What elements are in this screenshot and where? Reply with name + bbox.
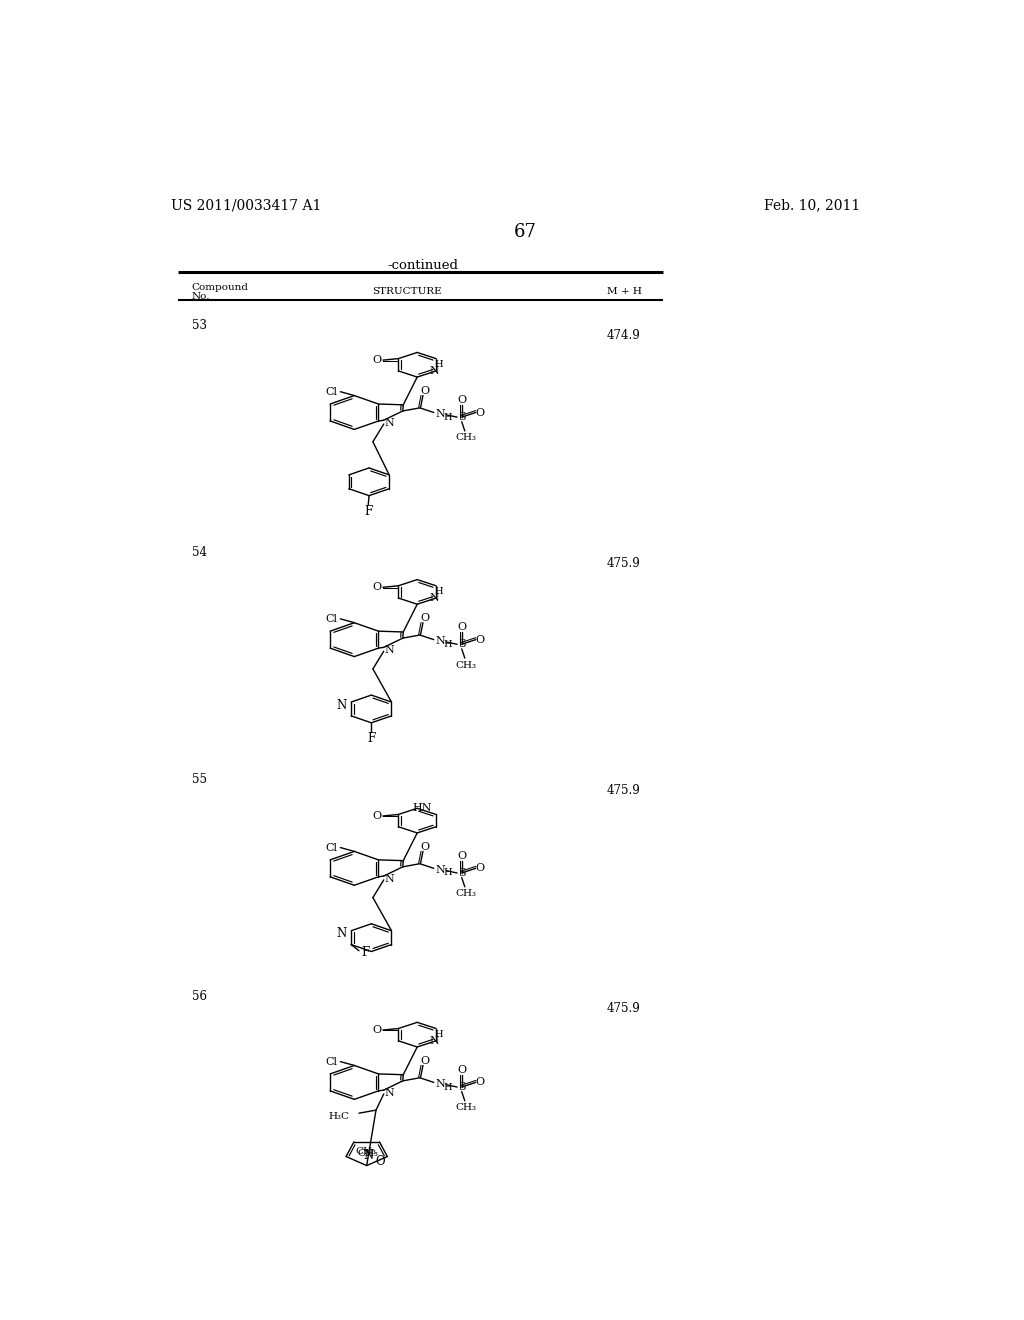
Text: 56: 56 [191,990,207,1003]
Text: N: N [430,1036,439,1045]
Text: M + H: M + H [607,286,642,296]
Text: 53: 53 [191,318,207,331]
Text: O: O [372,355,381,366]
Text: O: O [457,395,466,405]
Text: N: N [384,1088,394,1098]
Text: O: O [421,612,430,623]
Text: S: S [458,1082,466,1092]
Text: O: O [476,635,485,644]
Text: 474.9: 474.9 [607,330,641,342]
Text: 67: 67 [513,223,537,242]
Text: 54: 54 [191,545,207,558]
Text: O: O [372,582,381,593]
Text: F: F [361,945,370,958]
Text: F: F [368,731,376,744]
Text: O: O [421,842,430,851]
Text: Cl: Cl [325,614,337,624]
Text: N: N [364,1150,374,1162]
Text: F: F [365,504,373,517]
Text: O: O [372,1026,381,1035]
Text: H₃C: H₃C [329,1111,349,1121]
Text: Cl: Cl [325,1056,337,1067]
Text: N: N [435,636,444,647]
Text: Compound: Compound [191,284,249,292]
Text: N: N [384,645,394,656]
Text: Cl: Cl [325,842,337,853]
Text: N: N [337,698,347,711]
Text: CH₃: CH₃ [356,1147,377,1155]
Text: CH₃: CH₃ [456,1104,477,1113]
Text: H: H [443,413,452,421]
Text: O: O [421,385,430,396]
Text: CH₃: CH₃ [456,433,477,442]
Text: O: O [457,851,466,861]
Text: Cl: Cl [325,387,337,397]
Text: O: O [457,622,466,632]
Text: CH₃: CH₃ [456,660,477,669]
Text: S: S [458,412,466,422]
Text: 55: 55 [191,774,207,785]
Text: N: N [430,366,439,376]
Text: N: N [337,927,347,940]
Text: H: H [443,640,452,648]
Text: 475.9: 475.9 [607,1002,641,1015]
Text: O: O [476,408,485,417]
Text: N: N [435,865,444,875]
Text: HN: HN [413,804,432,813]
Text: -continued: -continued [387,259,458,272]
Text: H: H [443,1082,452,1092]
Text: N: N [384,874,394,884]
Text: H: H [434,587,442,597]
Text: N: N [384,418,394,428]
Text: N: N [435,409,444,418]
Text: US 2011/0033417 A1: US 2011/0033417 A1 [171,198,321,213]
Text: No.: No. [191,293,210,301]
Text: H: H [434,1030,442,1039]
Text: O: O [476,863,485,874]
Text: O: O [372,810,381,821]
Text: S: S [458,639,466,649]
Text: N: N [435,1078,444,1089]
Text: H: H [434,360,442,370]
Text: N: N [430,593,439,603]
Text: 475.9: 475.9 [607,557,641,570]
Text: O: O [421,1056,430,1065]
Text: O: O [476,1077,485,1088]
Text: Feb. 10, 2011: Feb. 10, 2011 [764,198,860,213]
Text: H: H [443,869,452,878]
Text: O: O [376,1155,385,1168]
Text: O: O [457,1065,466,1074]
Text: 475.9: 475.9 [607,784,641,797]
Text: CH₃: CH₃ [456,890,477,898]
Text: STRUCTURE: STRUCTURE [372,286,441,296]
Text: CH₃: CH₃ [357,1148,379,1158]
Text: S: S [458,869,466,878]
